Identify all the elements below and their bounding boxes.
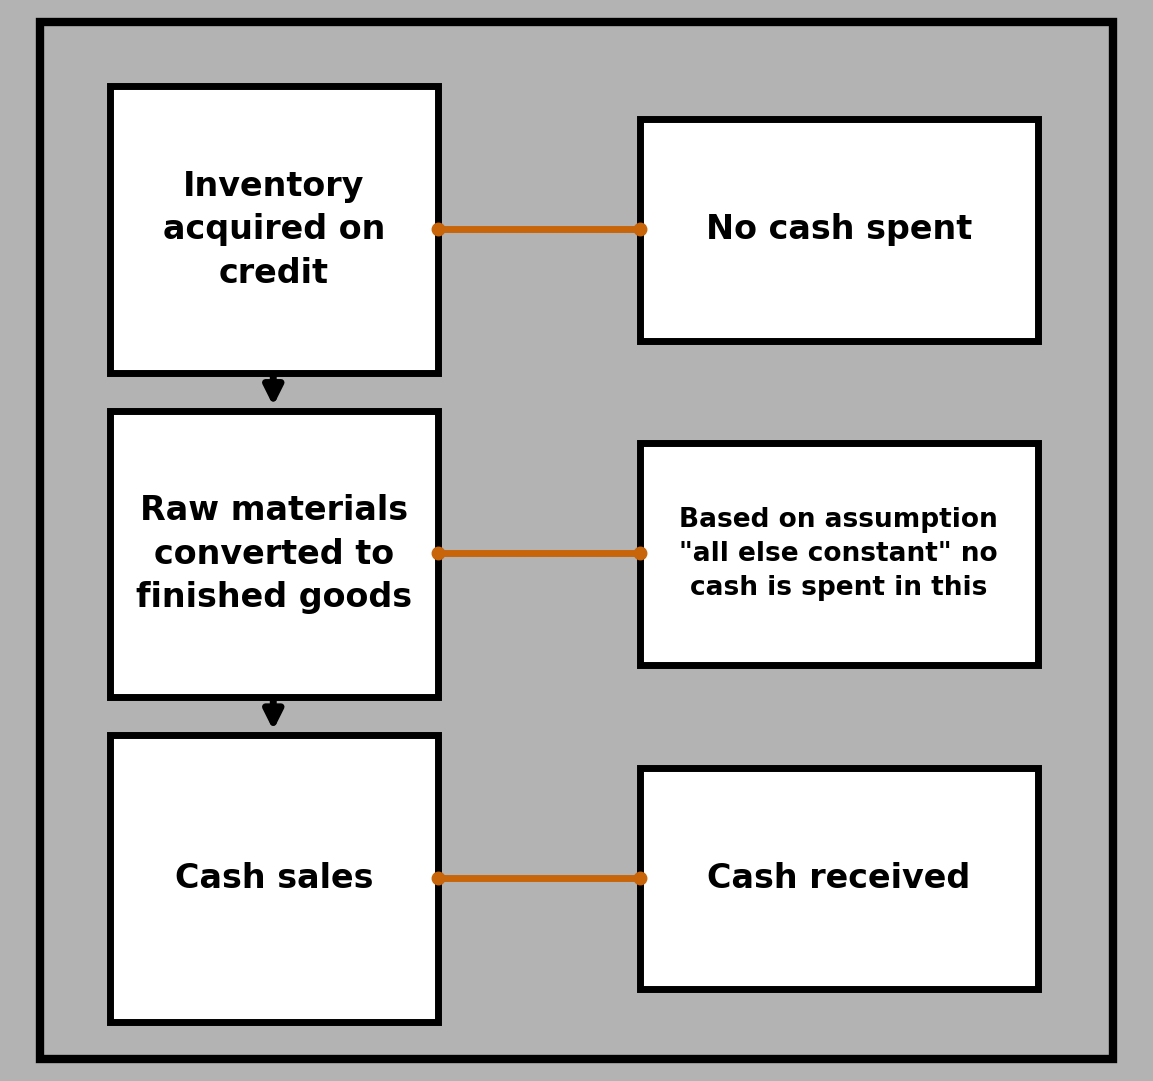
Bar xyxy=(110,411,438,697)
Bar xyxy=(640,119,1038,341)
Bar xyxy=(640,768,1038,989)
Bar xyxy=(110,86,438,373)
Text: No cash spent: No cash spent xyxy=(706,213,972,246)
Text: Based on assumption
"all else constant" no
cash is spent in this: Based on assumption "all else constant" … xyxy=(679,507,998,601)
Bar xyxy=(110,735,438,1022)
Bar xyxy=(640,443,1038,665)
Text: Inventory
acquired on
credit: Inventory acquired on credit xyxy=(163,170,385,290)
Text: Cash sales: Cash sales xyxy=(174,862,374,895)
Text: Raw materials
converted to
finished goods: Raw materials converted to finished good… xyxy=(136,494,412,614)
Text: Cash received: Cash received xyxy=(707,862,971,895)
